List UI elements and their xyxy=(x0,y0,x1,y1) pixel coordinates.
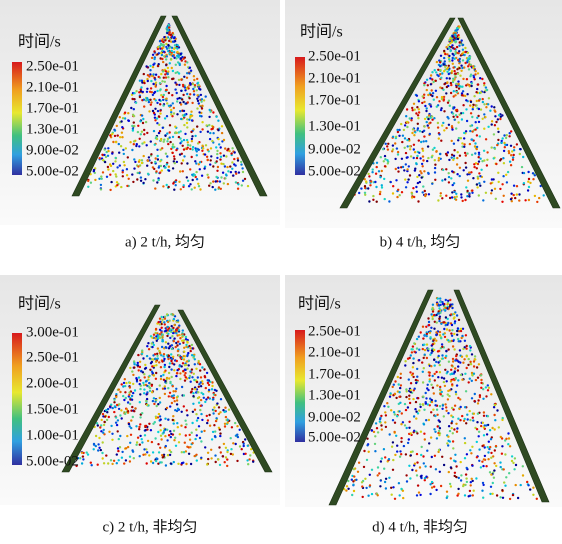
legend-label: 2.00e-01 xyxy=(26,375,79,391)
legend-label: 5.00e-02 xyxy=(308,429,361,445)
caption: c) 2 t/h, 非均匀 xyxy=(103,518,198,535)
colorbar xyxy=(295,330,305,442)
legend-label: 2.50e-01 xyxy=(308,48,361,64)
panel: 时间/s 2.50e-01 2.10e-01 1.70e-01 1.30e-01 9.00… xyxy=(285,0,562,250)
legend-label: 5.00e-02 xyxy=(308,163,361,179)
legend-label: 1.70e-01 xyxy=(308,92,361,108)
legend-label: 5.00e-02 xyxy=(26,163,79,179)
legend-title: 时间/s xyxy=(298,295,341,313)
legend-label: 2.10e-01 xyxy=(26,79,79,95)
legend-label: 5.00e-02 xyxy=(26,453,79,469)
legend-label: 3.00e-01 xyxy=(26,324,79,340)
legend-label: 1.30e-01 xyxy=(26,121,79,137)
panel: 时间/s 2.50e-01 2.10e-01 1.70e-01 1.30e-01 9.00… xyxy=(0,0,280,250)
legend-label: 9.00e-02 xyxy=(308,141,361,157)
colorbar xyxy=(12,333,22,465)
legend-title: 时间/s xyxy=(18,33,61,51)
legend-label: 2.10e-01 xyxy=(308,344,361,360)
legend-label: 1.70e-01 xyxy=(26,100,79,116)
legend-label: 2.50e-01 xyxy=(26,349,79,365)
legend-label: 2.50e-01 xyxy=(26,58,79,74)
legend-label: 1.30e-01 xyxy=(308,387,361,403)
panel: 时间/s 3.00e-01 2.50e-01 2.00e-01 1.50e-01 1.00… xyxy=(0,275,280,535)
colorbar xyxy=(295,57,305,175)
legend-label: 9.00e-02 xyxy=(308,409,361,425)
caption: a) 2 t/h, 均匀 xyxy=(125,233,205,250)
caption: b) 4 t/h, 均匀 xyxy=(380,233,461,250)
figure: 时间/s 2.50e-01 2.10e-01 1.70e-01 1.30e-01 9.00… xyxy=(0,0,562,544)
legend-label: 1.30e-01 xyxy=(308,118,361,134)
caption: d) 4 t/h, 非均匀 xyxy=(372,518,468,535)
legend-label: 1.50e-01 xyxy=(26,401,79,417)
legend-title: 时间/s xyxy=(18,295,61,313)
legend-label: 1.70e-01 xyxy=(308,366,361,382)
legend-label: 9.00e-02 xyxy=(26,142,79,158)
legend-label: 1.00e-01 xyxy=(26,427,79,443)
colorbar xyxy=(12,62,22,175)
legend-label: 2.50e-01 xyxy=(308,323,361,339)
legend-title: 时间/s xyxy=(300,23,343,41)
panel: 时间/s 2.50e-01 2.10e-01 1.70e-01 1.30e-01 9.00… xyxy=(285,275,562,535)
legend-label: 2.10e-01 xyxy=(308,70,361,86)
